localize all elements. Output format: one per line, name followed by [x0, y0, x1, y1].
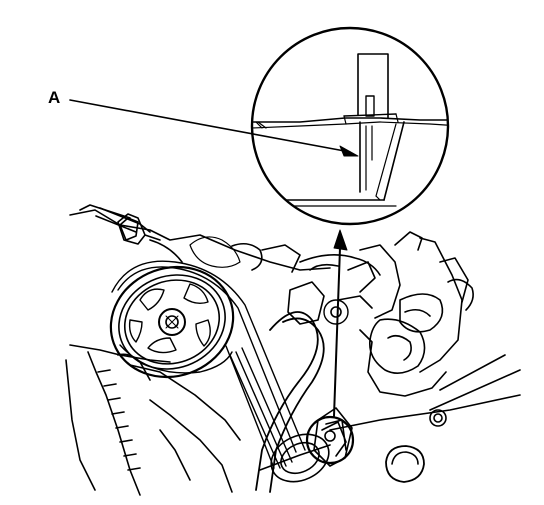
left-fitting: [95, 207, 183, 263]
magnified-detail: [250, 26, 450, 226]
detail-arrow: [333, 229, 348, 417]
hose: [255, 311, 325, 493]
callout-leader-a: [69, 99, 359, 157]
auto-tensioner: [305, 407, 355, 467]
callout-label-a: A: [48, 88, 61, 107]
detail-circle: [305, 415, 355, 465]
engine-block: [65, 204, 521, 496]
crank-pulley: [109, 265, 235, 379]
